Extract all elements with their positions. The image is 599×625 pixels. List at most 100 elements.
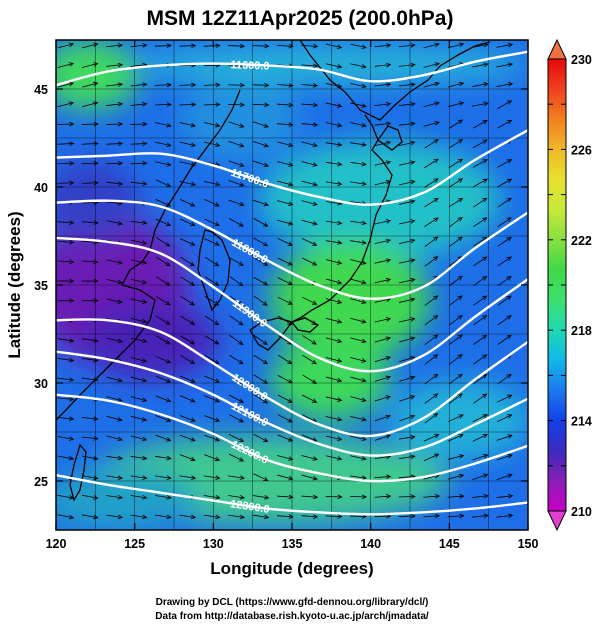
wind-arrow-head: [214, 456, 221, 462]
wind-arrow-shaft: [276, 103, 293, 106]
wind-arrow-head: [93, 357, 99, 363]
wind-arrow-head: [434, 120, 440, 126]
wind-arrow-head: [68, 62, 75, 67]
wind-arrow-head: [482, 414, 489, 419]
wind-arrow-shaft: [350, 396, 366, 402]
wind-arrow-head: [214, 340, 220, 345]
wind-arrow-shaft: [302, 354, 317, 365]
wind-arrow-head: [458, 42, 465, 48]
wind-arrow-head: [434, 494, 441, 499]
wind-arrow-shaft: [473, 334, 487, 345]
wind-arrow-head: [93, 62, 99, 67]
wind-arrow-head: [410, 62, 416, 68]
wind-arrow-head: [93, 101, 99, 106]
wind-arrow-shaft: [448, 139, 463, 149]
wind-arrow-shaft: [325, 142, 342, 146]
wind-arrow-shaft: [106, 143, 123, 145]
wind-arrow-shaft: [180, 256, 195, 267]
wind-arrow-head: [239, 142, 245, 148]
wind-arrow-head: [215, 43, 221, 49]
wind-arrow-head: [141, 358, 148, 363]
wind-arrow-shaft: [229, 276, 243, 287]
wind-arrow-head: [361, 397, 367, 402]
wind-arrow-shaft: [156, 256, 170, 267]
wind-arrow-shaft: [155, 218, 171, 226]
coast-shikoku: [290, 317, 320, 333]
wind-arrow-head: [386, 101, 392, 107]
wind-arrow-shaft: [350, 515, 367, 517]
wind-arrow-shaft: [179, 103, 196, 106]
wind-arrow-head: [433, 354, 439, 359]
wind-arrow-head: [457, 216, 463, 222]
wind-arrow-head: [410, 179, 416, 185]
wind-arrow-head: [312, 494, 319, 500]
wind-arrow-shaft: [252, 160, 269, 167]
wind-arrow-head: [482, 139, 488, 144]
wind-arrow-head: [166, 82, 172, 88]
wind-arrow-shaft: [374, 455, 391, 460]
wind-arrow-shaft: [179, 218, 195, 226]
wind-arrow-shaft: [155, 122, 171, 127]
wind-arrow-shaft: [130, 376, 147, 382]
wind-arrow-shaft: [179, 122, 196, 127]
wind-arrow-head: [239, 102, 246, 108]
wind-arrow-head: [93, 42, 99, 48]
wind-arrow-head: [361, 475, 367, 480]
wind-arrow-head: [68, 357, 75, 363]
wind-arrow-head: [361, 338, 367, 344]
wind-arrow-shaft: [325, 122, 342, 127]
wind-arrow-head: [215, 181, 221, 187]
wind-arrow-head: [214, 417, 221, 422]
wind-arrow-shaft: [179, 141, 196, 147]
wind-arrow-shaft: [496, 474, 513, 481]
wind-arrow-shaft: [497, 100, 512, 109]
wind-arrow-head: [457, 275, 463, 281]
wind-arrow-shaft: [203, 45, 220, 47]
wind-arrow-head: [190, 514, 197, 520]
wind-arrow-head: [361, 103, 367, 108]
wind-arrow-shaft: [301, 64, 318, 67]
wind-arrow-shaft: [229, 315, 243, 326]
wind-arrow-head: [238, 359, 244, 365]
wind-arrow-head: [117, 455, 124, 461]
wind-arrow-shaft: [374, 278, 391, 284]
wind-arrow-head: [264, 494, 270, 500]
wind-arrow-shaft: [106, 278, 123, 284]
wind-arrow-shaft: [252, 514, 269, 518]
wind-arrow-shaft: [179, 45, 196, 47]
wind-arrow-shaft: [253, 394, 268, 404]
wind-arrow-head: [312, 181, 318, 187]
wind-arrow-shaft: [155, 199, 171, 207]
wind-arrow-head: [482, 354, 488, 359]
wind-arrow-head: [336, 377, 343, 383]
wind-arrow-head: [361, 377, 367, 383]
wind-arrow-shaft: [57, 102, 74, 108]
wind-arrow-shaft: [472, 63, 488, 68]
colorbar-tick-label: 214: [571, 415, 592, 429]
wind-arrow-shaft: [496, 514, 513, 518]
wind-arrow-shaft: [252, 140, 269, 147]
wind-arrow-head: [141, 397, 148, 402]
wind-arrow-shaft: [374, 161, 391, 166]
wind-arrow-head: [337, 240, 343, 245]
wind-arrow-shaft: [301, 200, 318, 206]
wind-arrow-shaft: [154, 45, 171, 47]
wind-arrow-shaft: [204, 454, 220, 461]
wind-arrow-head: [361, 416, 367, 422]
wind-arrow-shaft: [374, 141, 391, 147]
wind-arrow-shaft: [374, 83, 391, 87]
coast-hokkaido: [377, 125, 403, 151]
wind-arrow-head: [482, 373, 488, 379]
wind-arrow-shaft: [325, 181, 342, 185]
wind-arrow-head: [482, 334, 488, 340]
wind-arrow-shaft: [325, 357, 342, 362]
wind-arrow-head: [506, 295, 512, 301]
wind-arrow-shaft: [374, 356, 391, 363]
wind-arrow-head: [507, 513, 514, 519]
wind-arrow-head: [93, 514, 99, 520]
wind-arrow-shaft: [448, 373, 463, 385]
wind-arrow-head: [361, 64, 367, 69]
wind-arrow-shaft: [350, 240, 367, 244]
wind-arrow-head: [215, 475, 221, 480]
